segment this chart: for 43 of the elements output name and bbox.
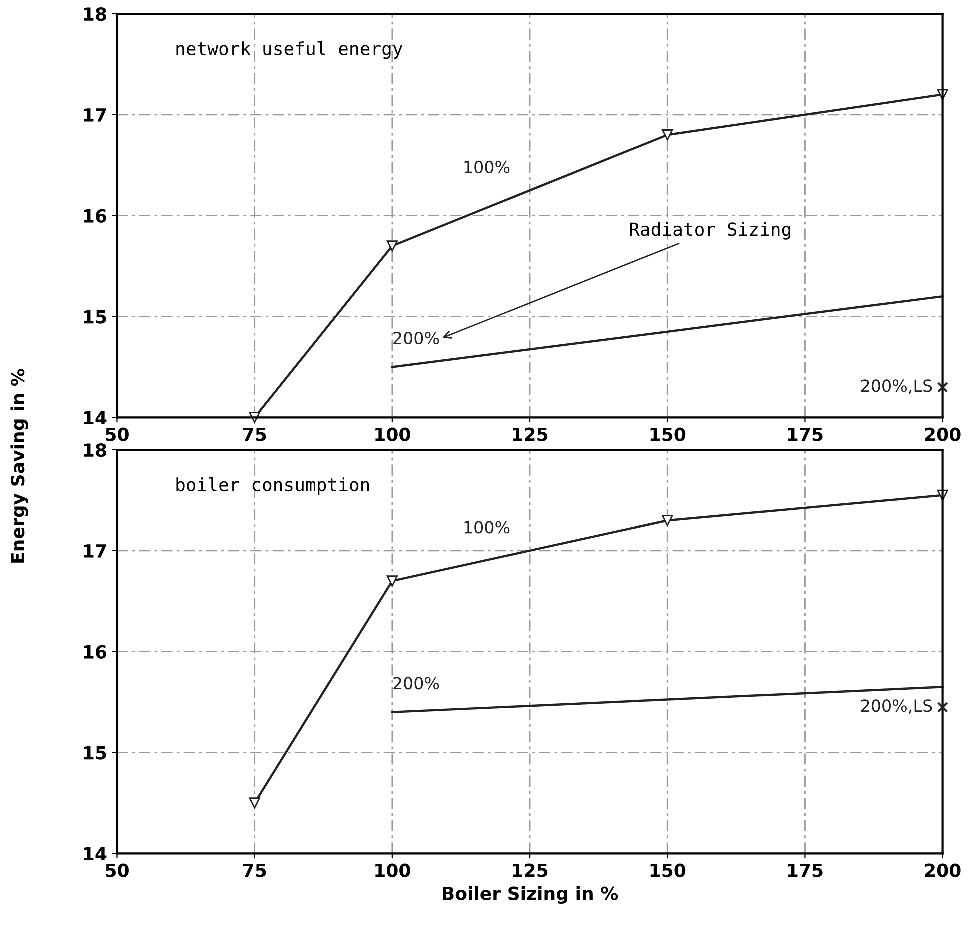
y-tick-label: 16 <box>84 645 107 659</box>
y-tick-label: 14 <box>84 847 107 861</box>
x-axis-title: Boiler Sizing in % <box>443 886 618 904</box>
text: network useful energy <box>176 41 403 60</box>
x-tick-label: 100 <box>376 428 410 442</box>
y-axis-title: Energy Saving in % <box>10 369 28 563</box>
x-tick-label: 75 <box>243 428 266 442</box>
series-label: 100% <box>464 521 510 534</box>
y-tick-label: 15 <box>84 310 106 324</box>
annotation: Radiator Sizing <box>630 222 790 240</box>
y-tick-label: 17 <box>84 544 106 558</box>
x-tick-label: 200 <box>925 428 961 442</box>
series-label: 200%,LS <box>861 380 932 394</box>
point <box>386 576 398 587</box>
y-tick-label: 16 <box>84 209 107 223</box>
point <box>662 515 674 526</box>
point <box>662 130 674 141</box>
x-tick-label: 150 <box>650 864 686 878</box>
series-label: 100% <box>464 160 510 174</box>
x-tick-label: 125 <box>513 864 548 878</box>
point <box>249 798 260 809</box>
series-label: 200% <box>394 677 440 690</box>
x-tick-label: 50 <box>106 428 129 442</box>
x-tick-label: 150 <box>650 428 686 442</box>
legend-label: 200% <box>394 332 440 345</box>
text: boiler consumption <box>176 478 370 496</box>
point <box>249 412 260 424</box>
point <box>386 240 398 252</box>
x-tick-label: 200 <box>925 864 961 878</box>
y-tick-label: 14 <box>84 411 107 425</box>
x-tick-label: 100 <box>376 864 410 878</box>
x-tick-label: 50 <box>106 864 129 878</box>
x-tick-label: 75 <box>243 864 266 878</box>
x-tick-label: 175 <box>788 428 823 442</box>
y-tick-label: 15 <box>84 746 106 760</box>
y-tick-label: 17 <box>84 108 106 122</box>
series-label: 200%,LS <box>861 700 932 714</box>
x-tick-label: 125 <box>513 428 548 442</box>
point <box>937 702 948 713</box>
x-tick-label: 175 <box>788 864 823 878</box>
y-tick-label: 18 <box>84 7 106 22</box>
point <box>937 382 948 393</box>
y-tick-label: 18 <box>84 443 106 458</box>
